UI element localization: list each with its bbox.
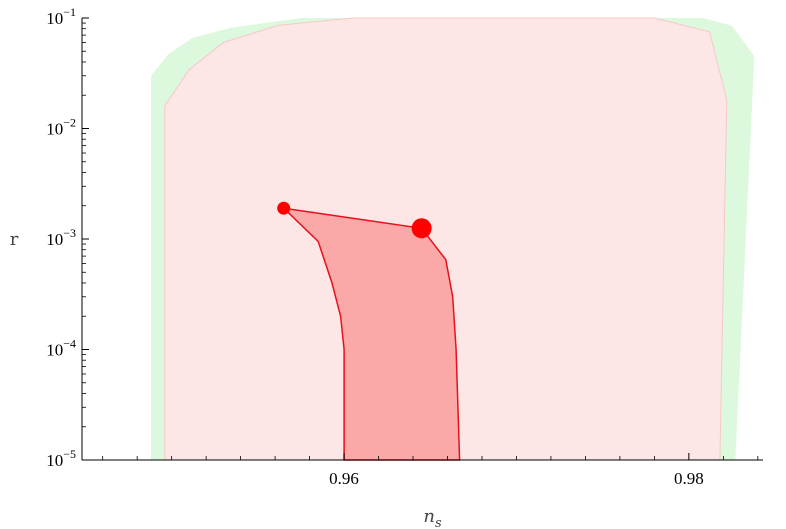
markers-group [277, 201, 432, 239]
marker-large [411, 218, 432, 239]
x-tick-label: 0.98 [674, 469, 704, 488]
y-axis-label: r [10, 229, 19, 250]
y-tick-label: 10−5 [46, 447, 76, 470]
ticks-group: 0.96 0.98 10−5 10−4 10−3 10−2 10−1 [46, 5, 759, 488]
x-axis-label: ns [423, 506, 442, 529]
marker-small [277, 201, 291, 215]
y-tick-label: 10−3 [46, 226, 76, 249]
y-tick-label: 10−2 [46, 116, 76, 139]
y-tick-label: 10−4 [46, 337, 76, 360]
regions-group [151, 17, 755, 461]
x-tick-label: 0.96 [329, 469, 359, 488]
region-middle [164, 17, 728, 461]
y-tick-label: 10−1 [46, 5, 76, 28]
